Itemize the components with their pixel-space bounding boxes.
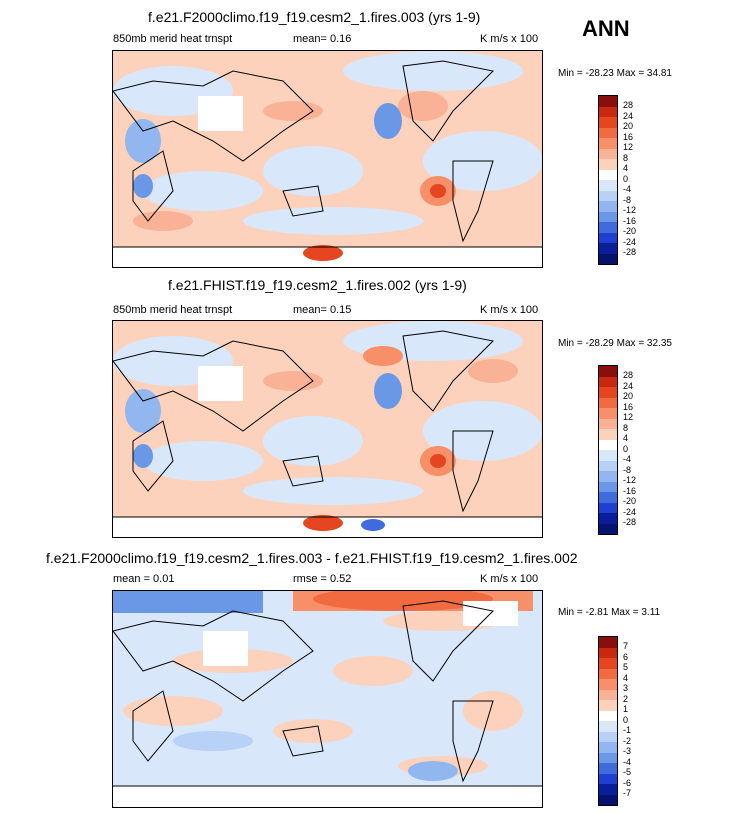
panel2-map bbox=[112, 320, 543, 538]
cb-label: -24 bbox=[623, 236, 637, 247]
panel3-field bbox=[113, 591, 542, 807]
cb-label: 16 bbox=[623, 131, 634, 142]
season-label: ANN bbox=[582, 16, 630, 41]
cb-label: 8 bbox=[623, 152, 629, 163]
cb-label: 28 bbox=[623, 370, 634, 380]
cb-label: -8 bbox=[623, 464, 632, 475]
cb-label: 24 bbox=[623, 110, 634, 121]
panel3-mean: mean = 0.01 bbox=[113, 573, 175, 585]
panel1-minmax: Min = -28.23 Max = 34.81 bbox=[558, 68, 672, 79]
cb-label: -7 bbox=[623, 788, 632, 798]
panel3-minmax: Min = -2.81 Max = 3.11 bbox=[558, 607, 661, 618]
cb-label: -6 bbox=[623, 777, 632, 788]
cb-label: -28 bbox=[623, 517, 637, 527]
cb-label: 4 bbox=[623, 433, 629, 443]
cb-label: 24 bbox=[623, 380, 634, 391]
cb-label: 6 bbox=[623, 651, 629, 662]
cb-label: 20 bbox=[623, 391, 634, 401]
cb-label: -20 bbox=[623, 496, 637, 506]
panel1-mean: mean= 0.16 bbox=[293, 33, 352, 45]
cb-label: -1 bbox=[623, 725, 632, 735]
cb-label: 12 bbox=[623, 142, 634, 152]
cb-label: 5 bbox=[623, 662, 629, 672]
cb-label: -2 bbox=[623, 735, 632, 746]
cb-label: 2 bbox=[623, 693, 629, 704]
cb-label: -28 bbox=[623, 247, 637, 257]
panel1-map bbox=[112, 50, 543, 268]
cb-label: 16 bbox=[623, 401, 634, 412]
panel2-variable: 850mb merid heat trnspt bbox=[113, 304, 233, 316]
panel2-colorbar bbox=[598, 365, 618, 535]
cb-label: -4 bbox=[623, 756, 632, 767]
cb-label: 7 bbox=[623, 641, 629, 651]
panel1-title: f.e21.F2000climo.f19_f19.cesm2_1.fires.0… bbox=[148, 9, 481, 25]
panel1-variable: 850mb merid heat trnspt bbox=[113, 33, 233, 45]
panel2-minmax: Min = -28.29 Max = 32.35 bbox=[558, 338, 672, 349]
cb-label: -3 bbox=[623, 746, 632, 756]
panel3-rmse: rmse = 0.52 bbox=[293, 573, 352, 585]
panel3-title: f.e21.F2000climo.f19_f19.cesm2_1.fires.0… bbox=[46, 550, 578, 566]
cb-label: -24 bbox=[623, 506, 637, 517]
panel2-field bbox=[113, 321, 542, 537]
panel2-mean: mean= 0.15 bbox=[293, 304, 352, 316]
panel2-units: K m/s x 100 bbox=[480, 304, 539, 316]
cb-label: -4 bbox=[623, 454, 632, 464]
panel3-units: K m/s x 100 bbox=[480, 573, 539, 585]
cb-label: -12 bbox=[623, 475, 637, 485]
cb-label: 4 bbox=[623, 163, 629, 173]
panel3-colorbar bbox=[598, 636, 618, 806]
cb-label: 4 bbox=[623, 672, 629, 683]
panel2-title: f.e21.FHIST.f19_f19.cesm2_1.fires.002 (y… bbox=[168, 277, 467, 293]
panel1-units: K m/s x 100 bbox=[480, 33, 539, 45]
cb-label: 8 bbox=[623, 422, 629, 433]
cb-label: 0 bbox=[623, 714, 629, 725]
panel1-field bbox=[113, 51, 542, 267]
cb-label: 20 bbox=[623, 121, 634, 131]
cb-label: -4 bbox=[623, 184, 632, 194]
panel3-map bbox=[112, 590, 543, 808]
cb-label: 0 bbox=[623, 443, 629, 454]
cb-label: 1 bbox=[623, 704, 629, 714]
cb-label: -12 bbox=[623, 205, 637, 215]
cb-label: -20 bbox=[623, 226, 637, 236]
cb-label: 28 bbox=[623, 100, 634, 110]
cb-label: 12 bbox=[623, 412, 634, 422]
cb-label: 0 bbox=[623, 173, 629, 184]
panel1-colorbar bbox=[598, 95, 618, 265]
cb-label: -16 bbox=[623, 215, 637, 226]
cb-label: -8 bbox=[623, 194, 632, 205]
cb-label: -5 bbox=[623, 767, 632, 777]
cb-label: -16 bbox=[623, 485, 637, 496]
cb-label: 3 bbox=[623, 683, 629, 693]
